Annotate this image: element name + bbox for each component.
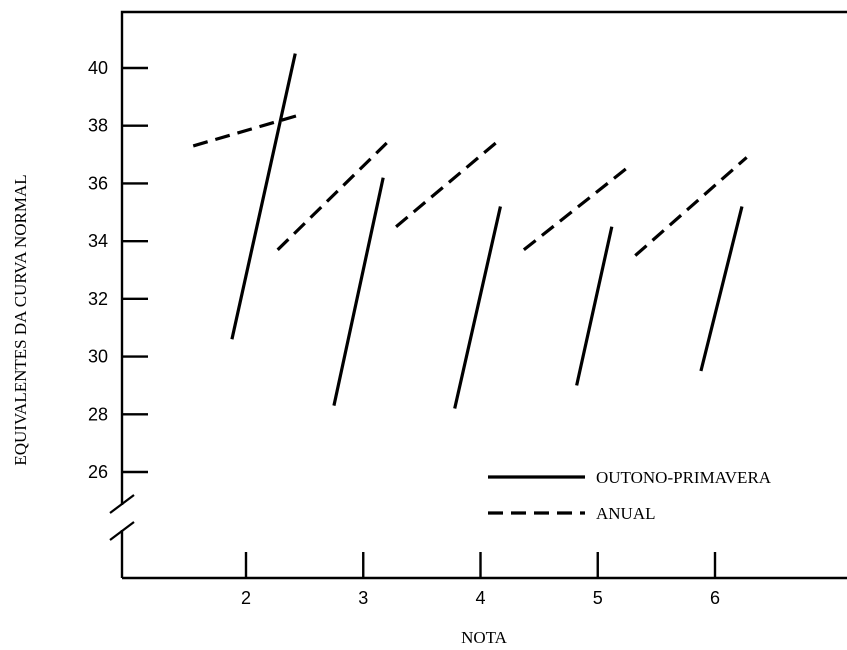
series-line-anual [522,164,631,252]
series-line-anual [276,141,388,251]
series-line-outono-primavera [332,177,385,406]
series-line-outono-primavera [699,206,744,372]
x-tick-label: 2 [241,588,251,608]
y-tick-label: 38 [88,116,108,136]
series-line-outono-primavera [453,206,502,409]
legend-label-outono-primavera: OUTONO-PRIMAVERA [596,468,772,487]
y-tick-label: 34 [88,231,108,251]
x-tick-label: 3 [358,588,368,608]
y-axis-line [120,10,847,505]
axis-break-mark [109,494,135,514]
series-line-outono-primavera [575,226,614,386]
series-marks [192,53,748,409]
y-tick-label: 36 [88,173,108,193]
axis-break-mark [109,521,135,541]
series-line-outono-primavera [230,53,297,340]
x-tick-label: 5 [593,588,603,608]
legend-label-anual: ANUAL [596,504,656,523]
y-tick-label: 32 [88,289,108,309]
legend: OUTONO-PRIMAVERA ANUAL [488,468,772,523]
y-tick-label: 40 [88,58,108,78]
x-tick-label: 6 [710,588,720,608]
y-tick-label: 30 [88,347,108,367]
y-tick-label: 26 [88,462,108,482]
series-line-anual [192,112,303,148]
y-tick-label: 28 [88,404,108,424]
axes [109,10,847,580]
x-axis-title: NOTA [461,628,508,647]
x-tick-label: 4 [475,588,485,608]
y-axis-title: EQUIVALENTES DA CURVA NORMAL [11,174,30,465]
series-line-anual [634,156,748,257]
series-line-anual [395,141,497,228]
